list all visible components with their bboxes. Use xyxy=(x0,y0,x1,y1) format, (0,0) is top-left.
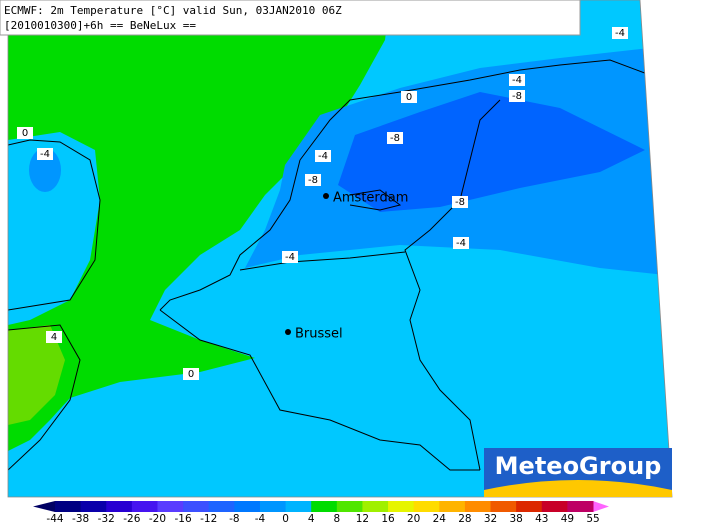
contour-label: 4 xyxy=(51,332,57,343)
contour-label-box xyxy=(453,237,469,249)
contour-label: 0 xyxy=(188,369,194,380)
colorbar-bin xyxy=(55,501,82,512)
colorbar-label: -12 xyxy=(200,513,217,525)
city-name: Brussel xyxy=(295,327,343,342)
colorbar-label: 8 xyxy=(333,513,340,525)
colorbar-label: -16 xyxy=(175,513,192,525)
colorbar-low-end xyxy=(33,501,55,512)
contour-label: -8 xyxy=(390,133,400,144)
contour-label-box xyxy=(46,331,62,343)
colorbar-bin xyxy=(439,501,466,512)
colorbar-bin xyxy=(285,501,312,512)
colorbar-bin xyxy=(336,501,363,512)
colorbar-label: 12 xyxy=(356,513,369,525)
contour-label: -4 xyxy=(615,28,625,39)
contour-label: 0 xyxy=(22,128,28,139)
contour-label-box xyxy=(37,148,53,160)
field-above-0 xyxy=(8,0,390,455)
colorbar-label: -44 xyxy=(46,513,63,525)
contour-label: -4 xyxy=(285,252,295,263)
header-subtitle: [2010010300]+6h == BeNeLux == xyxy=(4,19,196,32)
colorbar-bin xyxy=(208,501,235,512)
field-above-4 xyxy=(8,325,65,425)
colorbar-bin xyxy=(131,501,158,512)
colorbar-bin xyxy=(362,501,389,512)
colorbar-label: 4 xyxy=(308,513,315,525)
colorbar-label: 24 xyxy=(433,513,447,525)
colorbar-label: 49 xyxy=(561,513,574,525)
contour-label: -8 xyxy=(308,175,318,186)
header-box xyxy=(0,0,581,36)
contour-label-box xyxy=(17,127,33,139)
contour-label-box xyxy=(305,174,321,186)
colorbar-label: -38 xyxy=(72,513,89,525)
city-dot xyxy=(323,193,329,199)
colorbar-bin xyxy=(106,501,133,512)
colorbar-high-end xyxy=(593,501,609,512)
colorbar-bin xyxy=(567,501,594,512)
contour-label: -8 xyxy=(512,91,522,102)
colorbar-bin xyxy=(183,501,210,512)
colorbar-bin xyxy=(388,501,415,512)
contour-label: -4 xyxy=(40,149,50,160)
colorbar-label: 16 xyxy=(381,513,395,525)
city-dot xyxy=(285,329,291,335)
header-title: ECMWF: 2m Temperature [°C] valid Sun, 03… xyxy=(4,4,342,17)
contour-label-box xyxy=(401,91,417,103)
colorbar-label: -8 xyxy=(229,513,239,525)
colorbar-bin xyxy=(157,501,184,512)
colorbar-bin xyxy=(490,501,517,512)
colorbar-label: 32 xyxy=(484,513,497,525)
contour-label: -8 xyxy=(455,197,465,208)
colorbar-label: 28 xyxy=(458,513,471,525)
colorbar-label: -26 xyxy=(123,513,140,525)
colorbar-bin xyxy=(464,501,492,512)
contour-label-box xyxy=(282,251,298,263)
logo-swoosh xyxy=(484,480,672,497)
colorbar-bin xyxy=(259,501,287,512)
colorbar-label: -20 xyxy=(149,513,166,525)
borders xyxy=(8,59,651,471)
contour-label: -4 xyxy=(456,238,466,249)
colorbar-label: 0 xyxy=(282,513,289,525)
contour-label-box xyxy=(387,132,403,144)
colorbar-bin xyxy=(516,501,543,512)
colorbar-label: 55 xyxy=(586,513,599,525)
contour-label-box xyxy=(452,196,468,208)
colorbar-bin xyxy=(80,501,107,512)
colorbar-bin xyxy=(541,501,568,512)
contour-label: -4 xyxy=(318,151,328,162)
colorbar-label: -4 xyxy=(255,513,266,525)
contour-label-box xyxy=(509,90,525,102)
contour-label-box xyxy=(612,27,628,39)
colorbar-label: -32 xyxy=(98,513,115,525)
contour-label-box xyxy=(315,150,331,162)
contour-label: -4 xyxy=(512,75,522,86)
city-name: Amsterdam xyxy=(333,191,408,206)
map xyxy=(8,0,672,497)
colorbar-bin xyxy=(311,501,338,512)
colorbar-label: 38 xyxy=(509,513,522,525)
contour-label-box xyxy=(509,74,525,86)
contour-label: 0 xyxy=(406,92,412,103)
logo: MeteoGroup xyxy=(495,452,662,480)
colorbar-label: 43 xyxy=(535,513,548,525)
contour-label-box xyxy=(183,368,199,380)
colorbar-bin xyxy=(234,501,261,512)
colorbar-bin xyxy=(413,501,440,512)
field-below-8 xyxy=(338,92,645,212)
colorbar-label: 20 xyxy=(407,513,420,525)
